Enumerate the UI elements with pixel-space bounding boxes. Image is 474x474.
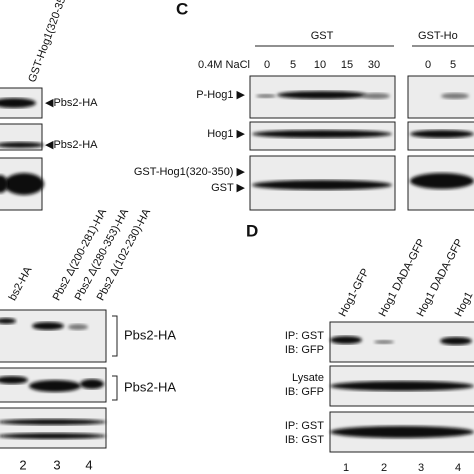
panel-bottom-left: bs2-HA Pbs2 Δ(200-281)-HA Pbs2 Δ(280-353… xyxy=(0,206,176,472)
panel-d: D Hog1-GFP Hog1 DADA-GFP Hog1 DADA-GFP H… xyxy=(246,221,474,474)
row-label: IP: GST xyxy=(285,330,324,342)
band xyxy=(252,180,392,190)
row-label: Lysate xyxy=(292,372,324,384)
panel-letter: C xyxy=(176,0,188,18)
band xyxy=(0,142,44,148)
blot xyxy=(0,309,107,363)
band xyxy=(256,94,276,98)
band xyxy=(0,175,8,193)
blot xyxy=(0,407,107,449)
row-label: Hog1 ▶ xyxy=(207,128,245,140)
lane-number: 5 xyxy=(290,59,296,71)
bracket xyxy=(112,375,118,401)
lane-number: 15 xyxy=(341,59,353,71)
lane-number: 0 xyxy=(264,59,270,71)
band xyxy=(4,173,44,195)
bracket xyxy=(112,315,118,357)
band-label: Pbs2-HA xyxy=(124,379,176,394)
band xyxy=(330,426,474,438)
group-label: GST xyxy=(311,30,334,42)
panel-letter: D xyxy=(246,221,258,240)
lane-number: 4 xyxy=(85,457,92,472)
band xyxy=(330,336,362,344)
band xyxy=(0,419,106,425)
lane-number: 2 xyxy=(381,462,387,474)
band xyxy=(0,98,36,108)
band xyxy=(252,130,392,138)
panel-c: C GST GST-Ho 0.4M NaCl 0 5 10 15 30 0 5 P-Hog1… xyxy=(134,0,474,211)
band xyxy=(29,380,81,392)
lane-number: 0 xyxy=(425,59,431,71)
row-label: IB: GST xyxy=(285,434,324,446)
band xyxy=(330,381,474,391)
row-label: IB: GFP xyxy=(285,386,324,398)
band xyxy=(0,433,106,439)
row-label: GST ▶ xyxy=(211,182,245,194)
band xyxy=(441,93,469,99)
band-label: ◀Pbs2-HA xyxy=(45,139,98,151)
lane-number: 1 xyxy=(343,462,349,474)
band xyxy=(68,324,88,330)
lane-number: 10 xyxy=(314,59,326,71)
lane-number: 3 xyxy=(418,462,424,474)
lane-label: Hog1 xyxy=(453,290,474,319)
lane-number: 30 xyxy=(368,59,380,71)
band xyxy=(0,318,16,324)
band-label: Pbs2-HA xyxy=(124,327,176,342)
band xyxy=(277,91,367,99)
band xyxy=(362,93,390,99)
band xyxy=(0,376,28,384)
lane-label: bs2-HA xyxy=(7,264,35,303)
band xyxy=(374,340,394,344)
lane-number: 3 xyxy=(53,457,60,472)
row-label: IP: GST xyxy=(285,420,324,432)
treatment-label: 0.4M NaCl xyxy=(198,59,250,71)
band xyxy=(410,130,474,138)
panel-top-left: GST-Hog1(320-350) ◀Pbs2-HA ◀Pbs2-HA xyxy=(0,0,98,211)
lane-label: GST-Hog1(320-350) xyxy=(26,0,71,84)
lane-label: Hog1-GFP xyxy=(337,267,372,319)
band xyxy=(410,173,474,189)
lane-number: 2 xyxy=(19,457,26,472)
lane-number: 5 xyxy=(450,59,456,71)
band-label: ◀Pbs2-HA xyxy=(45,97,98,109)
row-label: P-Hog1 ▶ xyxy=(196,89,245,101)
group-label: GST-Ho xyxy=(418,30,458,42)
band xyxy=(32,322,64,330)
band xyxy=(440,337,472,345)
lane-number: 4 xyxy=(455,462,461,474)
band xyxy=(80,379,104,389)
row-label: IB: GFP xyxy=(285,344,324,356)
row-label: GST-Hog1(320-350) ▶ xyxy=(134,166,246,178)
lane-numbers: 0 5 10 15 30 0 5 xyxy=(264,59,456,71)
